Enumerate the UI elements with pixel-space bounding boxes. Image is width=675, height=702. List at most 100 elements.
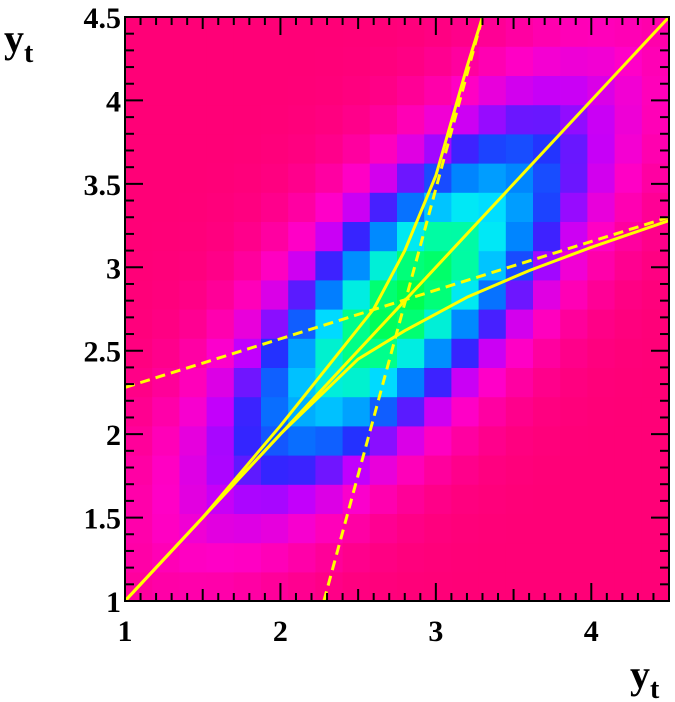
heatmap-cell bbox=[424, 455, 452, 485]
heatmap-cell bbox=[206, 221, 235, 252]
heatmap-cell bbox=[369, 250, 398, 281]
heatmap-cell bbox=[560, 133, 588, 164]
heatmap-cell bbox=[424, 279, 452, 310]
heatmap-cell bbox=[505, 396, 534, 427]
heatmap-cell bbox=[614, 75, 643, 106]
heatmap-cell bbox=[125, 17, 153, 47]
heatmap-cell bbox=[533, 367, 561, 398]
heatmap-cell bbox=[288, 484, 316, 514]
heatmap-cell bbox=[614, 455, 643, 485]
heatmap-cell bbox=[125, 221, 153, 252]
heatmap-cell bbox=[206, 75, 235, 106]
heatmap-cell bbox=[505, 338, 534, 368]
heatmap-cell bbox=[152, 133, 180, 164]
heatmap-cell bbox=[560, 367, 588, 398]
heatmap-cell bbox=[451, 571, 480, 602]
heatmap-cell bbox=[369, 484, 398, 514]
heatmap-cell bbox=[233, 542, 262, 573]
x-tick-label: 2 bbox=[273, 615, 288, 648]
heatmap-cell bbox=[614, 425, 643, 456]
heatmap-cell bbox=[179, 279, 208, 310]
heatmap-cell bbox=[505, 192, 534, 222]
heatmap-cell bbox=[342, 163, 371, 193]
heatmap-cell bbox=[397, 75, 425, 106]
heatmap-cell bbox=[451, 133, 480, 164]
heatmap-cell bbox=[315, 75, 344, 106]
heatmap-cell bbox=[315, 133, 344, 164]
heatmap-cell bbox=[179, 367, 208, 398]
heatmap-cell bbox=[125, 367, 153, 398]
heatmap-cell bbox=[369, 455, 398, 485]
tick-labels: 1 2 3 4 1 1.5 2 2.5 3 3.5 4 4.5 bbox=[84, 2, 599, 648]
heatmap-cell bbox=[206, 425, 235, 456]
heatmap-cell bbox=[614, 513, 643, 544]
heatmap-cell bbox=[641, 133, 670, 164]
heatmap-cell bbox=[478, 484, 507, 514]
heatmap-cell bbox=[533, 484, 561, 514]
heatmap-cell bbox=[206, 192, 235, 222]
heatmap-cell bbox=[288, 250, 316, 281]
heatmap-cell bbox=[152, 513, 180, 544]
heatmap-cell bbox=[288, 338, 316, 368]
heatmap-cell bbox=[179, 396, 208, 427]
heatmap-cell bbox=[261, 484, 289, 514]
heatmap-cell bbox=[315, 192, 344, 222]
heatmap-cell bbox=[288, 192, 316, 222]
heatmap-cell bbox=[533, 221, 561, 252]
heatmap-cell bbox=[233, 192, 262, 222]
heatmap-cell bbox=[179, 104, 208, 135]
heatmap-cell bbox=[369, 425, 398, 456]
heatmap-cell bbox=[478, 133, 507, 164]
heatmap-cell bbox=[315, 163, 344, 193]
heatmap-cell bbox=[369, 163, 398, 193]
heatmap-cell bbox=[451, 513, 480, 544]
heatmap-cell bbox=[315, 455, 344, 485]
heatmap-cell bbox=[179, 484, 208, 514]
heatmap-cell bbox=[315, 425, 344, 456]
heatmap-cell bbox=[152, 163, 180, 193]
heatmap-cell bbox=[478, 425, 507, 456]
heatmap-cell bbox=[233, 309, 262, 339]
heatmap-cell bbox=[206, 279, 235, 310]
y-tick-label: 4 bbox=[106, 85, 121, 118]
heatmap-cell bbox=[288, 455, 316, 485]
heatmap-cell bbox=[641, 104, 670, 135]
heatmap-cell bbox=[451, 309, 480, 339]
heatmap-cell bbox=[424, 367, 452, 398]
heatmap-cell bbox=[152, 455, 180, 485]
heatmap-cell bbox=[261, 309, 289, 339]
heatmap-cell bbox=[397, 455, 425, 485]
heatmap-cell bbox=[179, 221, 208, 252]
heatmap-cell bbox=[614, 396, 643, 427]
heatmap-cell bbox=[587, 484, 616, 514]
heatmap-cell bbox=[369, 192, 398, 222]
heatmap-cell bbox=[206, 513, 235, 544]
heatmap-cell bbox=[233, 104, 262, 135]
heatmap-cell bbox=[560, 192, 588, 222]
y-tick-label: 1 bbox=[106, 586, 121, 619]
heatmap-cell bbox=[533, 163, 561, 193]
heatmap-cell bbox=[342, 542, 371, 573]
heatmap-cell bbox=[505, 75, 534, 106]
heatmap-cell bbox=[397, 425, 425, 456]
heatmap-cell bbox=[233, 46, 262, 76]
heatmap-cell bbox=[505, 104, 534, 135]
heatmap-cell bbox=[233, 133, 262, 164]
heatmap-cell bbox=[342, 367, 371, 398]
heatmap-cell bbox=[533, 17, 561, 47]
heatmap-cell bbox=[533, 279, 561, 310]
heatmap-cell bbox=[369, 133, 398, 164]
heatmap-cell bbox=[533, 513, 561, 544]
heatmap-cell bbox=[179, 46, 208, 76]
heatmap-cell bbox=[206, 250, 235, 281]
heatmap-cell bbox=[451, 367, 480, 398]
heatmap-cell bbox=[533, 425, 561, 456]
heatmap-cell bbox=[505, 513, 534, 544]
heatmap-cell bbox=[533, 75, 561, 106]
heatmap-cell bbox=[315, 250, 344, 281]
heatmap-cell bbox=[478, 542, 507, 573]
heatmap-cell bbox=[233, 221, 262, 252]
heatmap-cell bbox=[342, 133, 371, 164]
heatmap-cell bbox=[315, 279, 344, 310]
heatmap-cell bbox=[397, 396, 425, 427]
